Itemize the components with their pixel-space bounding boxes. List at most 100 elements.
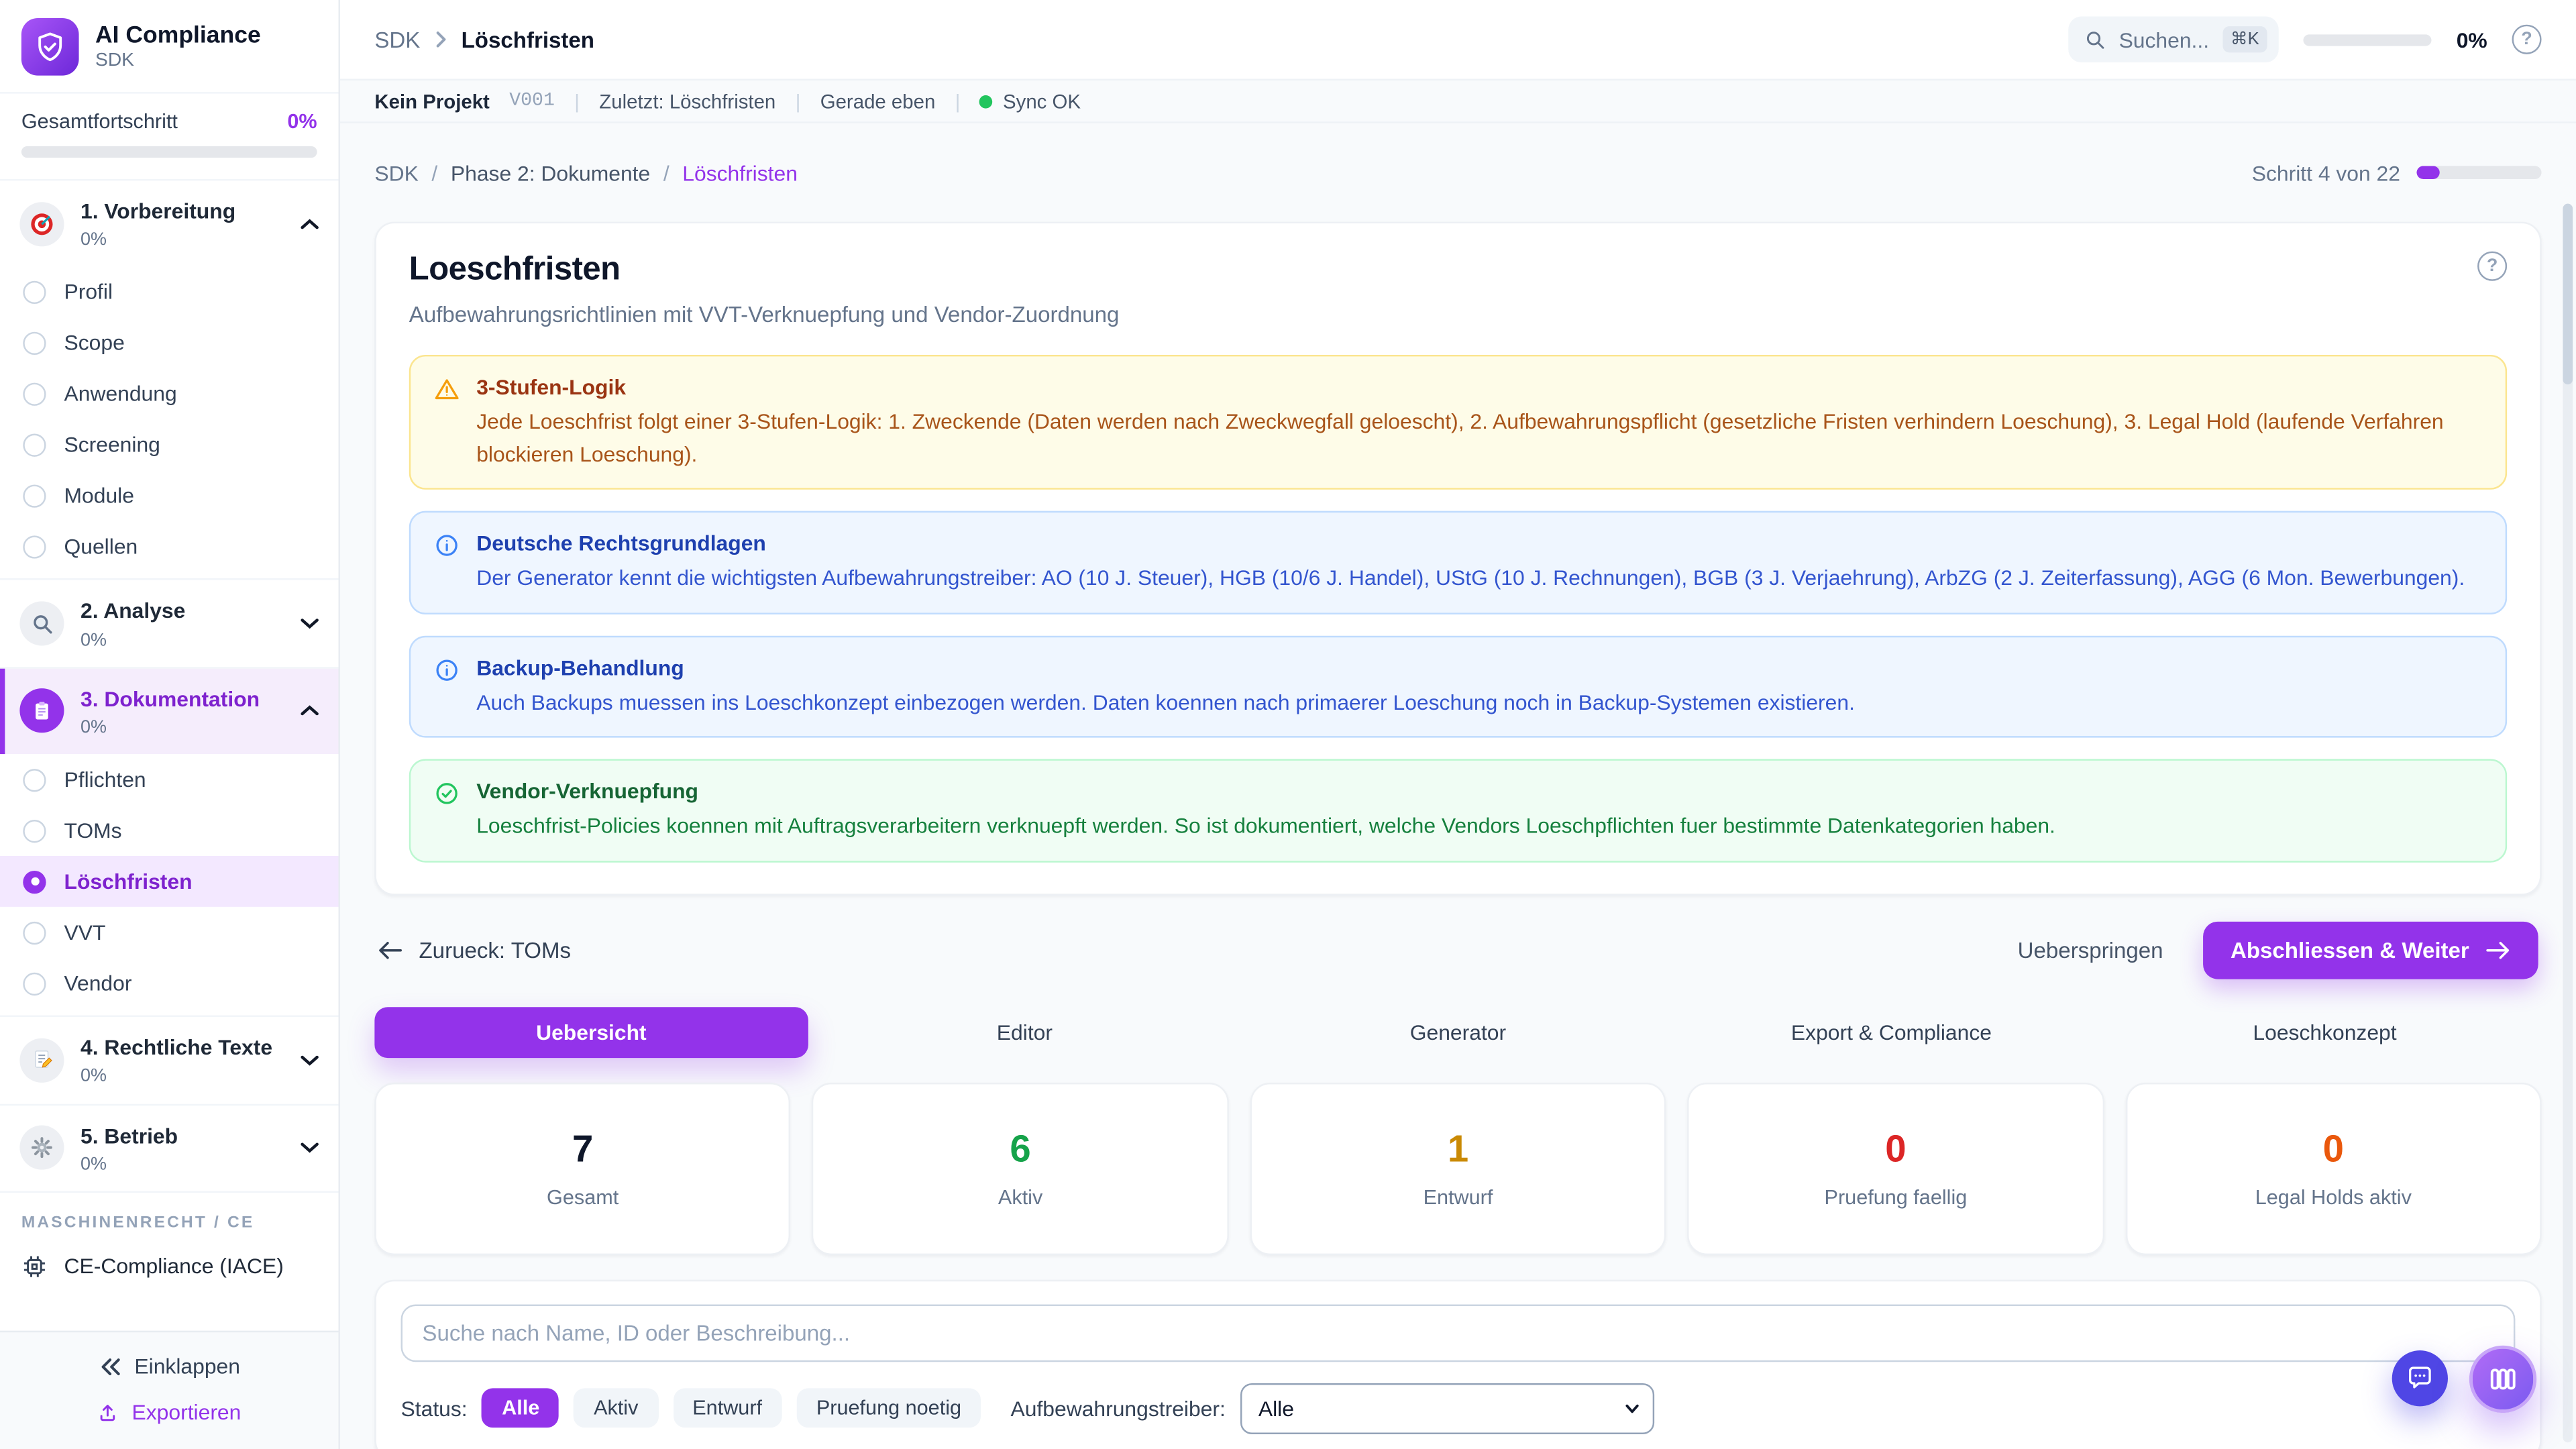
sidebar-item-label: Profil <box>64 280 113 305</box>
tab-editor[interactable]: Editor <box>996 1019 1053 1044</box>
stat-value: 6 <box>1010 1127 1031 1170</box>
global-search-input[interactable]: Suchen... ⌘K <box>2068 16 2279 63</box>
magnifier-icon <box>19 601 64 646</box>
stats-row: 7 Gesamt 6 Aktiv 1 Entwurf 0 Pruefung fa… <box>374 1081 2542 1254</box>
skip-button[interactable]: Ueberspringen <box>2017 937 2163 962</box>
sidebar-section-betrieb[interactable]: 5. Betrieb 0% <box>0 1105 338 1191</box>
shield-logo-icon <box>21 17 79 76</box>
scrollbar[interactable] <box>2563 203 2573 1443</box>
hint-title: Deutsche Rechtsgrundlagen <box>476 531 766 555</box>
radio-icon <box>23 433 46 457</box>
chat-fab-button[interactable] <box>2392 1350 2448 1407</box>
panel-toggle-fab-button[interactable] <box>2469 1345 2537 1413</box>
breadcrumb-root[interactable]: SDK <box>374 27 421 52</box>
sidebar-item-scope[interactable]: Scope <box>0 318 338 369</box>
status-pill-alle[interactable]: Alle <box>482 1388 559 1428</box>
divider: | <box>795 89 801 113</box>
chevron-up-icon <box>301 706 319 717</box>
hint-text: Jede Loeschfrist folgt einer 3-Stufen-Lo… <box>476 409 2444 466</box>
wizard-nav-row: Zurueck: TOMs Ueberspringen Abschliessen… <box>378 920 2538 979</box>
sidebar-item-quellen[interactable]: Quellen <box>0 521 338 579</box>
radio-selected-icon <box>23 870 46 894</box>
warning-triangle-icon <box>434 376 460 470</box>
driver-filter-label: Aufbewahrungstreiber: <box>1010 1395 1226 1421</box>
help-icon[interactable]: ? <box>2512 24 2542 54</box>
radio-icon <box>23 280 46 304</box>
status-pill-aktiv[interactable]: Aktiv <box>574 1388 658 1428</box>
status-filter-label: Status: <box>400 1395 468 1421</box>
sidebar-item-screening[interactable]: Screening <box>0 419 338 470</box>
divider: | <box>574 89 580 113</box>
sidebar-section-vorbereitung[interactable]: 1. Vorbereitung 0% <box>0 180 338 266</box>
sidebar-section-analyse[interactable]: 2. Analyse 0% <box>0 580 338 666</box>
sidebar-item-vvt[interactable]: VVT <box>0 907 338 958</box>
app-logo: AI Compliance SDK <box>0 0 339 94</box>
overall-progress: Gesamtfortschritt 0% <box>0 94 339 181</box>
project-name: Kein Projekt <box>374 89 490 113</box>
stat-card-entwurf: 1 Entwurf <box>1250 1081 1666 1254</box>
sidebar-item-label: Screening <box>64 433 160 458</box>
next-label: Abschliessen & Weiter <box>2230 937 2469 962</box>
breadcrumb-separator: / <box>663 160 669 185</box>
step-progress-bar <box>2416 166 2542 179</box>
driver-select[interactable]: Alle <box>1240 1382 1655 1434</box>
gear-icon <box>19 1126 64 1171</box>
stat-card-aktiv: 6 Aktiv <box>812 1081 1229 1254</box>
tab-export-compliance[interactable]: Export & Compliance <box>1790 1019 1992 1044</box>
export-label: Exportieren <box>131 1399 241 1425</box>
radio-icon <box>23 920 46 945</box>
sidebar-item-pflichten[interactable]: Pflichten <box>0 754 338 805</box>
breadcrumb-sdk[interactable]: SDK <box>374 160 419 185</box>
stat-label: Legal Holds aktiv <box>2255 1186 2412 1210</box>
upload-icon <box>97 1401 119 1424</box>
section-percent: 0% <box>80 630 107 650</box>
hint-box-info: Backup-Behandlung Auch Backups muessen i… <box>409 635 2508 738</box>
sidebar-item-ce-compliance[interactable]: CE-Compliance (IACE) <box>0 1240 338 1296</box>
section-percent: 0% <box>80 230 107 250</box>
hint-title: 3-Stufen-Logik <box>476 374 627 400</box>
tab-loeschkonzept[interactable]: Loeschkonzept <box>2253 1019 2397 1044</box>
sidebar-section-rechtliche-texte[interactable]: 4. Rechtliche Texte 0% <box>0 1017 338 1103</box>
sidebar-item-loeschfristen[interactable]: Löschfristen <box>0 856 339 908</box>
wizard-step-indicator: Schritt 4 von 22 <box>2252 160 2542 185</box>
sync-label: Sync OK <box>1003 89 1081 113</box>
policy-search-input[interactable] <box>400 1303 2516 1361</box>
sidebar-section-dokumentation[interactable]: 3. Dokumentation 0% <box>0 668 339 755</box>
section-label: 3. Dokumentation <box>80 686 260 711</box>
columns-icon <box>2487 1364 2519 1395</box>
tab-generator[interactable]: Generator <box>1409 1019 1507 1044</box>
search-shortcut-badge: ⌘K <box>2222 26 2268 53</box>
arrow-right-icon <box>2485 939 2510 961</box>
radio-icon <box>23 535 46 559</box>
sidebar-item-anwendung[interactable]: Anwendung <box>0 368 338 419</box>
scrollbar-thumb[interactable] <box>2563 203 2573 385</box>
page-subtitle: Aufbewahrungsrichtlinien mit VVT-Verknue… <box>409 302 1120 327</box>
hint-title: Vendor-Verknuepfung <box>476 778 699 804</box>
export-button[interactable]: Exportieren <box>97 1399 241 1425</box>
collapse-sidebar-button[interactable]: Einklappen <box>99 1354 240 1379</box>
status-pill-entwurf[interactable]: Entwurf <box>672 1388 782 1428</box>
stat-value: 0 <box>1885 1127 1907 1170</box>
back-button[interactable]: Zurueck: TOMs <box>378 937 571 962</box>
section-percent: 0% <box>80 1154 107 1175</box>
breadcrumb-current: Löschfristen <box>461 27 594 52</box>
hint-text: Loeschfrist-Policies koennen mit Auftrag… <box>476 813 2055 838</box>
sidebar-item-profil[interactable]: Profil <box>0 267 338 318</box>
sidebar-item-vendor[interactable]: Vendor <box>0 958 338 1016</box>
memo-icon <box>19 1038 64 1083</box>
radio-icon <box>23 971 46 996</box>
card-help-icon[interactable]: ? <box>2477 251 2508 281</box>
tab-uebersicht[interactable]: Uebersicht <box>374 1006 808 1057</box>
overall-progress-bar <box>21 146 317 158</box>
sidebar-item-module[interactable]: Module <box>0 470 338 521</box>
sync-ok-dot-icon <box>979 94 994 108</box>
sidebar-item-toms[interactable]: TOMs <box>0 805 338 856</box>
finish-next-button[interactable]: Abschliessen & Weiter <box>2202 920 2538 979</box>
breadcrumb-phase[interactable]: Phase 2: Dokumente <box>450 160 651 185</box>
clipboard-icon <box>19 689 64 734</box>
arrow-left-icon <box>378 939 402 961</box>
info-circle-icon <box>434 532 460 594</box>
ce-compliance-label: CE-Compliance (IACE) <box>64 1254 284 1279</box>
collapse-label: Einklappen <box>134 1353 240 1379</box>
status-pill-pruefung-noetig[interactable]: Pruefung noetig <box>796 1388 981 1428</box>
